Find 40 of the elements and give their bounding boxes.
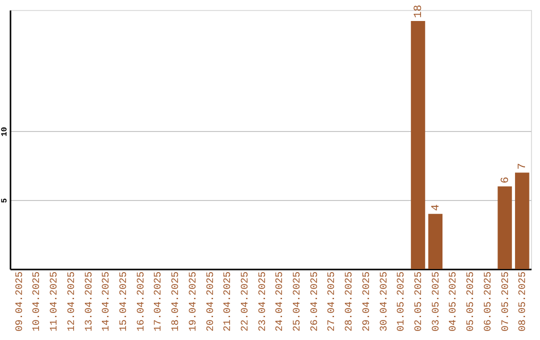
x-tick-label: 22.04.2025 — [240, 272, 252, 332]
x-tick-label: 27.04.2025 — [327, 272, 338, 332]
bar — [428, 214, 442, 269]
x-tick-label: 16.04.2025 — [136, 272, 148, 332]
x-tick-label: 30.04.2025 — [379, 272, 390, 332]
bar — [410, 21, 426, 269]
bar — [515, 172, 530, 269]
x-tick-label: 21.04.2025 — [223, 272, 234, 332]
data-label: 7 — [517, 162, 530, 170]
x-tick-label: 15.04.2025 — [118, 272, 130, 332]
x-tick-label: 10.04.2025 — [32, 272, 44, 332]
x-tick-label: 29.04.2025 — [362, 272, 373, 332]
x-tick-label: 11.04.2025 — [50, 272, 61, 332]
x-tick-label: 14.04.2025 — [102, 272, 113, 332]
x-tick-label: 01.05.2025 — [396, 272, 408, 332]
x-tick-label: 02.05.2025 — [414, 272, 426, 332]
x-tick-label: 05.05.2025 — [466, 272, 478, 332]
x-tick-label: 03.05.2025 — [431, 272, 442, 332]
x-tick-label: 07.05.2025 — [500, 272, 512, 332]
x-tick-label: 19.04.2025 — [188, 272, 200, 332]
x-tick-label: 20.04.2025 — [206, 272, 217, 332]
x-tick-label: 08.05.2025 — [518, 272, 530, 332]
x-tick-label: 18.04.2025 — [171, 272, 182, 332]
bar — [498, 186, 512, 269]
data-label: 4 — [430, 204, 442, 211]
y-tick-label: 10 — [0, 126, 10, 137]
x-tick-label: 09.04.2025 — [14, 272, 26, 332]
x-tick-label: 24.04.2025 — [275, 272, 286, 332]
x-tick-label: 06.05.2025 — [483, 272, 494, 332]
x-tick-label: 28.04.2025 — [344, 272, 356, 332]
x-tick-label: 17.04.2025 — [154, 272, 165, 332]
x-tick-label: 23.04.2025 — [258, 272, 269, 332]
data-label: 6 — [500, 176, 512, 184]
x-tick-label: 26.04.2025 — [310, 272, 321, 332]
x-tick-label: 04.05.2025 — [448, 272, 460, 332]
x-tick-label: 25.04.2025 — [292, 272, 304, 332]
x-tick-label: 13.04.2025 — [84, 272, 96, 332]
x-tick-label: 12.04.2025 — [66, 272, 78, 332]
data-label: 18 — [413, 4, 426, 18]
y-tick-label: 5 — [0, 198, 10, 204]
